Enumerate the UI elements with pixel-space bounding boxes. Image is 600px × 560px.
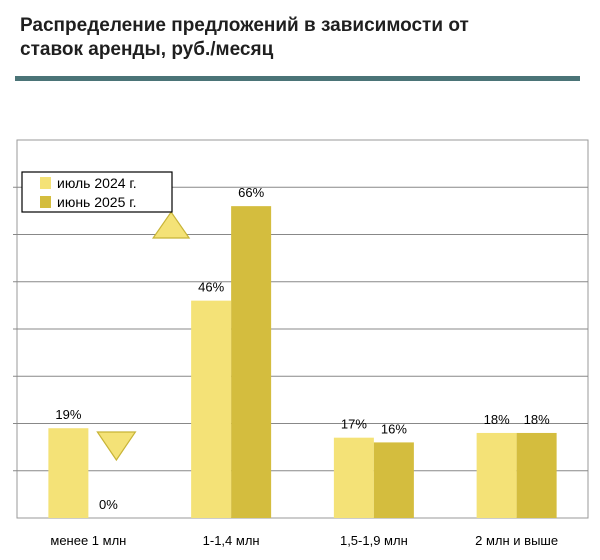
x-tick-label: 1,5-1,9 млн xyxy=(340,533,408,548)
data-label: 46% xyxy=(198,280,224,295)
data-label: 0% xyxy=(99,497,118,512)
data-label: 18% xyxy=(484,412,510,427)
data-label: 17% xyxy=(341,417,367,432)
data-label: 18% xyxy=(524,412,550,427)
legend-label: июль 2024 г. xyxy=(57,175,137,191)
x-tick-label: менее 1 млн xyxy=(50,533,126,548)
increase-triangle-icon xyxy=(151,210,191,239)
bar-jun-2025 xyxy=(373,442,414,518)
bar-jul-2024 xyxy=(333,437,374,518)
chart-title-line-2: ставок аренды, руб./месяц xyxy=(20,39,274,60)
data-label: 19% xyxy=(55,407,81,422)
data-label: 66% xyxy=(238,185,264,200)
data-label: 16% xyxy=(381,421,407,436)
chart-title: Распределение предложений в зависимости … xyxy=(20,14,580,62)
decrease-triangle-icon xyxy=(96,431,137,462)
bar-jul-2024 xyxy=(48,428,89,518)
legend-swatch xyxy=(40,196,51,208)
bar-jul-2024 xyxy=(191,300,232,518)
chart-title-line-1: Распределение предложений в зависимости … xyxy=(20,15,469,36)
bar-jun-2025 xyxy=(231,206,272,518)
title-divider xyxy=(15,76,580,81)
bar-jul-2024 xyxy=(476,432,517,518)
legend-label: июнь 2025 г. xyxy=(57,194,137,210)
x-tick-label: 2 млн и выше xyxy=(475,533,558,548)
bar-jun-2025 xyxy=(516,432,557,518)
x-tick-label: 1-1,4 млн xyxy=(203,533,260,548)
legend-swatch xyxy=(40,177,51,189)
